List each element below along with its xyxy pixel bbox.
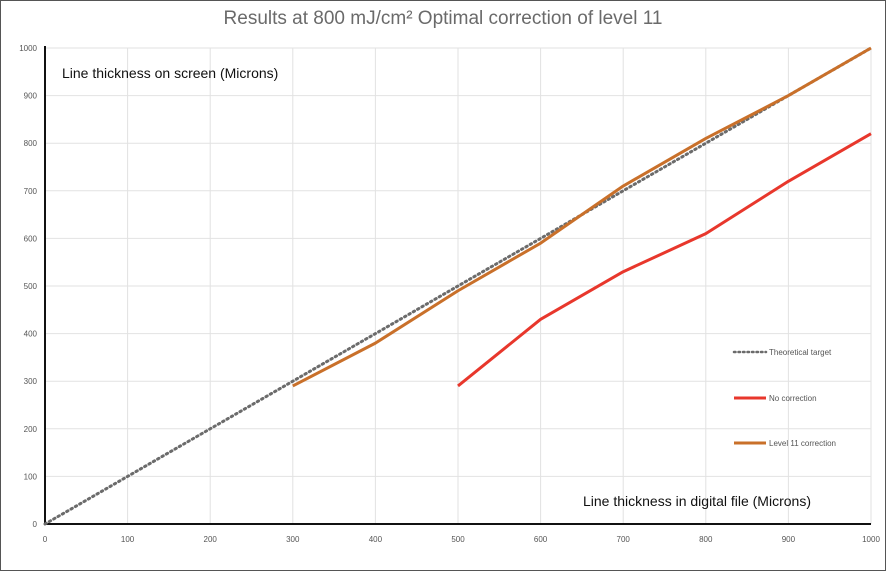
series-layer <box>43 46 873 526</box>
series-line-level-11-correction <box>292 46 872 388</box>
legend: Theoretical target No correction Level 11 … <box>732 348 836 448</box>
legend-label-theoretical-target: Theoretical target <box>769 348 832 357</box>
y-tick-label: 100 <box>24 472 38 481</box>
x-tick-label: 800 <box>699 535 713 544</box>
y-axis-label: Line thickness on screen (Microns) <box>62 65 278 81</box>
x-tick-label: 500 <box>451 535 465 544</box>
y-tick-label: 500 <box>24 282 38 291</box>
x-tick-label: 1000 <box>862 535 880 544</box>
x-tick-label: 100 <box>121 535 135 544</box>
x-axis-label: Line thickness in digital file (Microns) <box>583 493 811 509</box>
series-line-no-correction <box>457 132 872 388</box>
x-tick-label: 400 <box>369 535 383 544</box>
x-tick-label: 300 <box>286 535 300 544</box>
y-tick-label: 1000 <box>19 44 37 53</box>
x-tick-label: 700 <box>617 535 631 544</box>
x-tick-label: 0 <box>43 535 48 544</box>
x-tick-label: 200 <box>204 535 218 544</box>
axes <box>44 46 871 525</box>
x-tick-label: 600 <box>534 535 548 544</box>
y-tick-label: 900 <box>24 92 38 101</box>
y-tick-label: 0 <box>33 520 38 529</box>
tick-labels: 0 100 200 300 400 500 600 700 800 900 1000 0 100 200 3… <box>19 44 880 544</box>
series-line-theoretical-target <box>43 46 873 526</box>
legend-label-level-11-correction: Level 11 correction <box>769 439 836 448</box>
y-tick-label: 300 <box>24 377 38 386</box>
y-tick-label: 200 <box>24 425 38 434</box>
y-tick-label: 400 <box>24 330 38 339</box>
y-tick-label: 700 <box>24 187 38 196</box>
chart-title: Results at 800 mJ/cm² Optimal correction… <box>223 8 663 29</box>
y-tick-label: 800 <box>24 139 38 148</box>
x-tick-label: 900 <box>782 535 796 544</box>
legend-label-no-correction: No correction <box>769 394 817 403</box>
y-tick-label: 600 <box>24 234 38 243</box>
